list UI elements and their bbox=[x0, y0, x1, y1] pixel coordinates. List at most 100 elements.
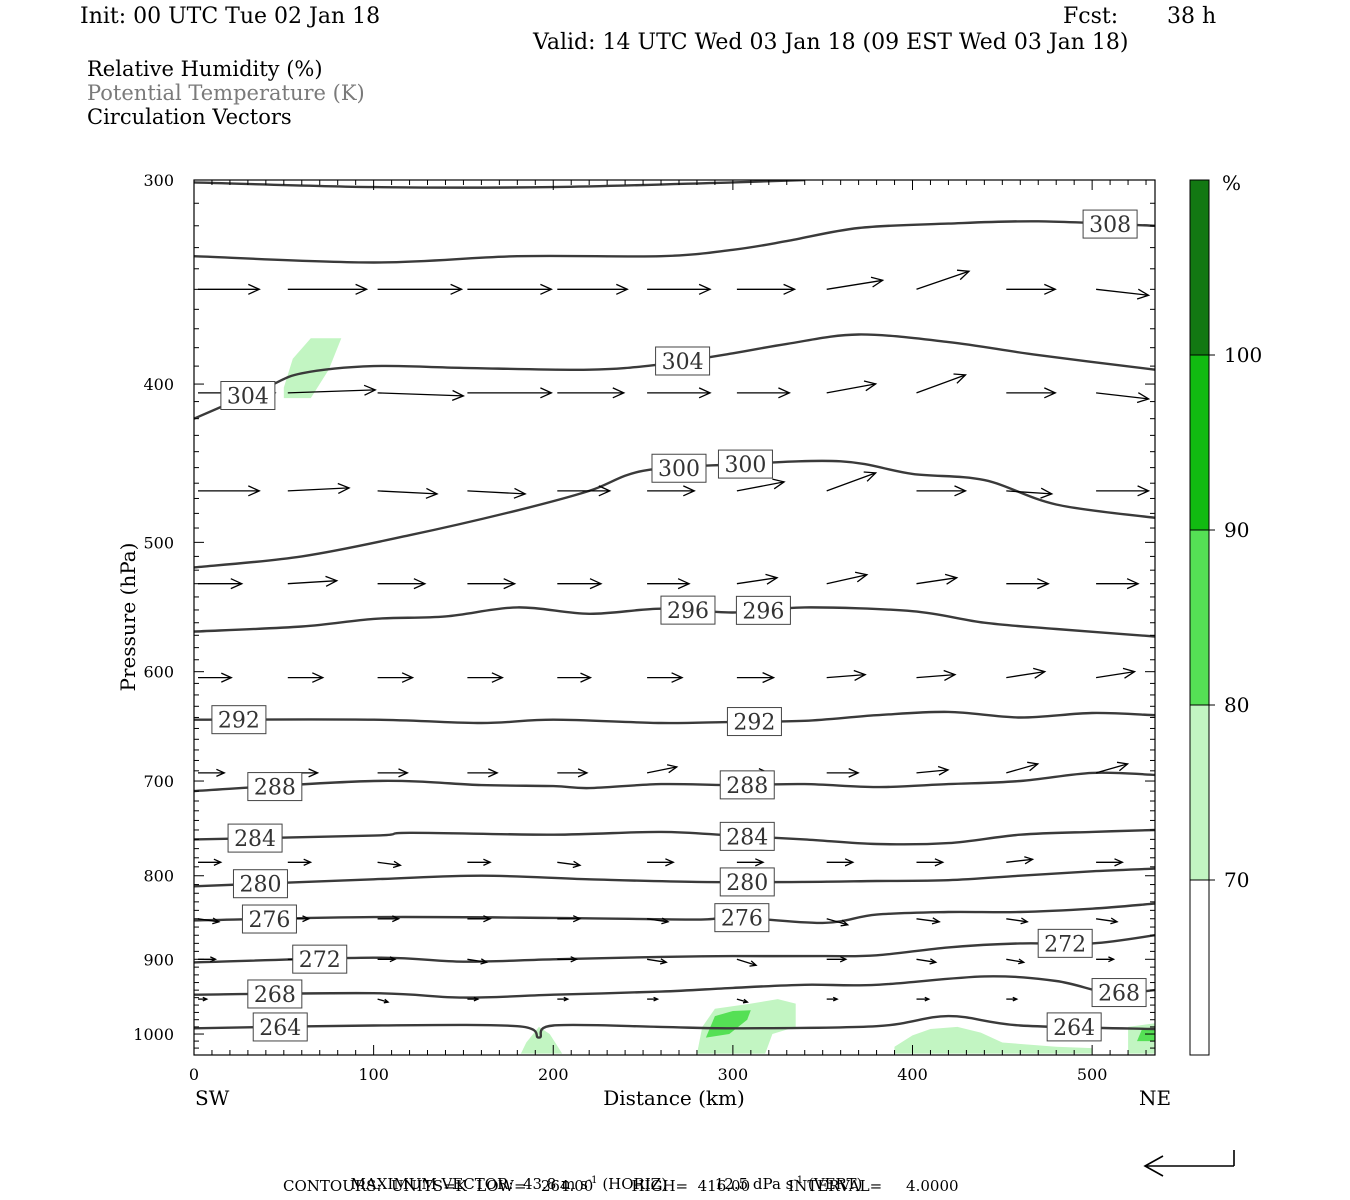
vector-head bbox=[248, 485, 261, 497]
vector-shaft bbox=[467, 958, 487, 963]
vector-head bbox=[1108, 956, 1116, 963]
circulation-vector bbox=[1096, 917, 1119, 925]
circulation-vector bbox=[916, 485, 968, 497]
vector-head bbox=[848, 768, 860, 778]
vector-head bbox=[212, 917, 221, 925]
vector-shaft bbox=[1006, 958, 1024, 963]
circulation-vector bbox=[826, 858, 855, 867]
isentrope-label-box bbox=[247, 979, 303, 1009]
isentrope-label-box bbox=[655, 346, 711, 376]
isentrope-label-box bbox=[1037, 928, 1093, 958]
vector-head bbox=[1037, 578, 1050, 590]
vector-head bbox=[491, 672, 504, 683]
vert-tag: (VERT) bbox=[807, 1175, 863, 1193]
circulation-vector bbox=[557, 956, 579, 963]
vector-head bbox=[924, 996, 931, 1002]
circulation-vector bbox=[377, 487, 439, 499]
circulation-vector bbox=[557, 485, 612, 497]
vector-head bbox=[1122, 667, 1137, 679]
circulation-vector bbox=[1096, 858, 1124, 867]
vector-head bbox=[1024, 856, 1035, 865]
circulation-vector bbox=[198, 858, 223, 866]
circulation-vector bbox=[1006, 761, 1040, 774]
vector-head bbox=[483, 858, 492, 866]
isentrope-label: 308 bbox=[1089, 213, 1131, 238]
vector-shaft bbox=[197, 918, 220, 923]
circulation-vector bbox=[647, 283, 712, 295]
circulation-vector bbox=[287, 482, 351, 494]
isentrope-label: 288 bbox=[254, 776, 296, 801]
vector-head bbox=[853, 669, 867, 681]
vector-head bbox=[563, 996, 570, 1002]
max-vector-line: MAXIMUM VECTOR: 43.8 m s-1 (HORIZ) 12.5 … bbox=[341, 1157, 863, 1193]
vector-head bbox=[772, 478, 786, 490]
vector-head bbox=[1137, 485, 1151, 497]
colorbar-unit: % bbox=[1222, 171, 1241, 195]
circulation-vector bbox=[467, 858, 492, 866]
vector-head bbox=[248, 283, 261, 295]
isentrope-label: 296 bbox=[742, 599, 784, 624]
vector-shaft bbox=[1095, 763, 1128, 774]
x-axis-left-label: SW bbox=[195, 1086, 230, 1110]
isentrope-label-box bbox=[726, 707, 782, 737]
vector-shaft bbox=[826, 279, 883, 290]
vector-head bbox=[1110, 917, 1119, 925]
colorbar-segment bbox=[1190, 180, 1209, 355]
isentrope-label-box bbox=[660, 595, 716, 625]
isentrope-268 bbox=[194, 975, 1155, 999]
vector-head bbox=[577, 768, 589, 778]
isentrope-264 bbox=[194, 1014, 1155, 1039]
isentrope-label: 272 bbox=[299, 948, 341, 973]
isentrope-label-box bbox=[719, 867, 775, 897]
isentrope-label-box bbox=[227, 823, 283, 853]
vector-head bbox=[221, 672, 233, 683]
isentrope-308 bbox=[194, 220, 1155, 264]
vector-head bbox=[1116, 761, 1130, 772]
circulation-vector bbox=[467, 487, 527, 499]
circulation-vector bbox=[826, 669, 867, 681]
isentrope-label-box bbox=[247, 772, 303, 802]
vector-shaft bbox=[377, 998, 389, 1003]
vector-head bbox=[473, 996, 480, 1002]
y-tick-label: 700 bbox=[143, 772, 174, 791]
circulation-vector bbox=[736, 573, 779, 585]
colorbar-label: 80 bbox=[1224, 693, 1249, 717]
isentrope-label: 292 bbox=[218, 709, 260, 734]
vector-shaft bbox=[1095, 670, 1135, 679]
isentrope-312 bbox=[194, 180, 805, 189]
vector-shaft bbox=[557, 861, 581, 866]
y-tick-label: 600 bbox=[143, 663, 174, 682]
vector-head bbox=[661, 917, 670, 925]
vector-head bbox=[488, 768, 499, 778]
vector-shaft bbox=[736, 998, 748, 1003]
vector-head bbox=[325, 575, 339, 587]
forecast-label: Fcst: bbox=[1063, 4, 1119, 29]
colorbar-frame bbox=[1189, 179, 1210, 1056]
isentrope-label-box bbox=[651, 453, 707, 483]
circulation-vector bbox=[1006, 387, 1057, 399]
vector-head bbox=[665, 858, 675, 867]
vector-head bbox=[483, 915, 492, 923]
plot-frame bbox=[193, 179, 1156, 1056]
contour-info: CONTOURS: UNITS=K LOW= 264.00 HIGH= 416.… bbox=[283, 1177, 959, 1195]
vector-shaft bbox=[1096, 288, 1149, 296]
axis-ticks bbox=[193, 179, 1155, 1056]
vector-head bbox=[210, 956, 218, 963]
circulation-vector bbox=[557, 283, 629, 295]
isentrope-label: 300 bbox=[724, 453, 766, 478]
colorbar-label: 70 bbox=[1224, 868, 1249, 892]
circulation-vector bbox=[1006, 283, 1057, 295]
circulation-vector bbox=[647, 485, 696, 497]
vector-head bbox=[956, 269, 971, 281]
circulation-vector bbox=[736, 858, 765, 867]
vector-head bbox=[832, 996, 839, 1002]
circulation-vector bbox=[736, 672, 776, 684]
circulation-vector bbox=[377, 860, 402, 869]
circulation-vector bbox=[467, 915, 492, 923]
circulation-vector bbox=[467, 672, 504, 683]
circulation-vector bbox=[287, 283, 369, 295]
circulation-vector bbox=[467, 958, 489, 965]
vector-head bbox=[677, 578, 691, 590]
circulation-vector bbox=[557, 578, 603, 590]
vector-head bbox=[383, 998, 390, 1004]
